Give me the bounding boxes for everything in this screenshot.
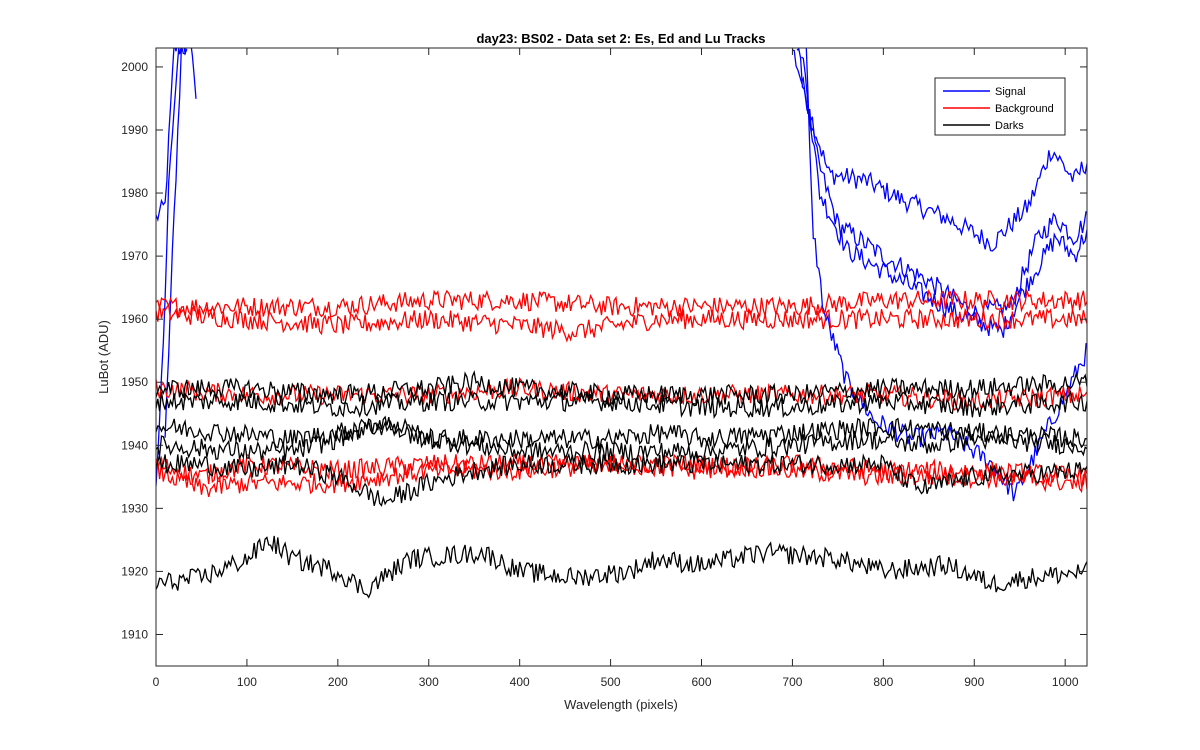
plot-area: [156, 48, 1087, 666]
legend-label-signal: Signal: [995, 86, 1026, 98]
y-tick-label: 1960: [121, 312, 148, 326]
legend-label-darks: Darks: [995, 120, 1024, 132]
y-tick-label: 2000: [121, 60, 148, 74]
x-tick-label: 400: [510, 675, 530, 689]
series-line-darks-17: [156, 535, 1087, 599]
x-axis-label: Wavelength (pixels): [564, 697, 678, 712]
legend-label-background: Background: [995, 103, 1054, 115]
x-tick-label: 800: [873, 675, 893, 689]
x-tick-label: 900: [964, 675, 984, 689]
y-axis-label: LuBot (ADU): [96, 320, 111, 394]
series-line-darks-13: [156, 389, 1087, 419]
y-tick-label: 1980: [121, 186, 148, 200]
series-line-signal-4: [796, 48, 1087, 324]
y-tick-label: 1920: [121, 564, 148, 578]
series-line-background-10: [156, 453, 1087, 489]
x-tick-label: 700: [782, 675, 802, 689]
series-line-signal-3: [792, 49, 1087, 252]
y-tick-label: 1940: [121, 438, 148, 452]
x-tick-label: 0: [153, 675, 160, 689]
series-line-darks-15: [156, 415, 1087, 463]
y-tick-label: 1930: [121, 501, 148, 515]
series-line-signal-5: [801, 56, 1087, 338]
series-layer: [156, 48, 1087, 599]
series-line-background-9: [156, 376, 1087, 411]
legend: Signal Background Darks: [934, 77, 1066, 136]
plot-frame: [155, 47, 1088, 667]
x-axis: 0 100 200 300 400 500 600 700 800 900 1000: [153, 48, 1079, 689]
series-line-signal-0: [156, 48, 197, 223]
x-tick-label: 300: [419, 675, 439, 689]
y-tick-label: 1970: [121, 249, 148, 263]
series-line-darks-16: [156, 452, 1087, 507]
y-tick-label: 1990: [121, 123, 148, 137]
x-tick-label: 500: [601, 675, 621, 689]
x-tick-label: 1000: [1052, 675, 1079, 689]
series-line-background-8: [156, 303, 1087, 343]
x-tick-label: 200: [328, 675, 348, 689]
chart-title: day23: BS02 - Data set 2: Es, Ed and Lu …: [476, 31, 765, 46]
y-axis: 1910 1920 1930 1940 1950 1960 1970 1980 1990 2000: [121, 60, 1087, 641]
y-tick-label: 1950: [121, 375, 148, 389]
x-tick-label: 100: [237, 675, 257, 689]
series-line-signal-2: [164, 48, 183, 438]
series-line-background-7: [156, 288, 1087, 319]
series-line-signal-1: [156, 48, 188, 486]
y-tick-label: 1910: [121, 627, 148, 641]
x-tick-label: 600: [691, 675, 711, 689]
